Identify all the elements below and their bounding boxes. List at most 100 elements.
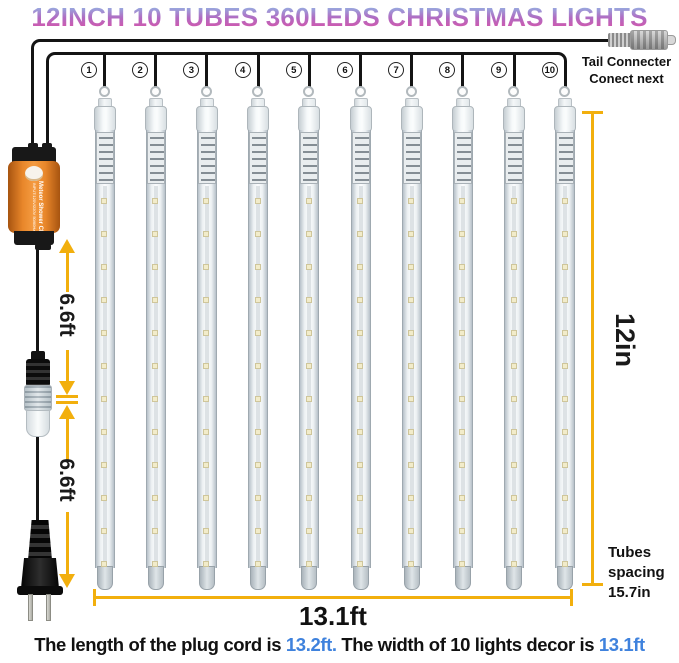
tube-bottom-tip	[454, 566, 471, 590]
led-dot	[101, 462, 107, 468]
cord-segment1-label: 6.6ft	[55, 293, 78, 337]
clear-connector-smooth	[26, 410, 50, 437]
led-dot	[561, 561, 568, 567]
led-dot	[561, 396, 568, 402]
led-dot	[152, 429, 159, 435]
led-dot	[305, 462, 312, 468]
led-dot	[561, 297, 568, 303]
led-dot	[510, 495, 517, 501]
led-strip	[409, 186, 414, 561]
tube-number-badge-9: 9	[490, 62, 507, 78]
tube-number-badge-1: 1	[81, 62, 97, 78]
led-dot	[357, 297, 363, 303]
tube-number-badge-10: 10	[541, 62, 558, 78]
led-dot	[101, 330, 107, 336]
light-tube-10	[553, 86, 577, 590]
led-dot	[459, 198, 466, 204]
led-dot	[357, 561, 363, 567]
led-strip	[307, 186, 312, 561]
tubes-spacing-line3: 15.7in	[608, 584, 651, 601]
led-dot	[459, 231, 466, 237]
led-dot	[254, 231, 261, 237]
measure2-arrow-up-icon	[59, 405, 75, 419]
led-dot	[357, 231, 363, 237]
adapter-mount-tab	[35, 244, 51, 250]
footer-seg1: The length of the plug cord is	[34, 634, 286, 655]
measure2-line-top	[66, 419, 69, 461]
light-tube-1	[93, 86, 117, 590]
led-dot	[254, 264, 261, 270]
measure1-line-top	[66, 252, 69, 292]
led-dot	[203, 198, 210, 204]
led-dot	[101, 561, 107, 567]
led-dot	[254, 561, 261, 567]
tubes-spacing-line1: Tubes	[608, 544, 652, 561]
led-dot	[305, 198, 312, 204]
led-dot	[152, 330, 159, 336]
led-dot	[203, 528, 210, 534]
tube-drop-wire-7	[410, 53, 414, 88]
led-dot	[510, 363, 517, 369]
led-dot	[357, 330, 363, 336]
led-dot	[203, 231, 210, 237]
led-strip	[358, 186, 363, 561]
tube-number-badge-4: 4	[234, 62, 251, 78]
tube-bottom-tip	[147, 566, 164, 590]
led-dot	[357, 264, 363, 270]
tube-bottom-tip	[403, 566, 420, 590]
adapter-spec-text: Meteor Shower CE INPUT:120V/220V 50/60Hz	[25, 181, 43, 235]
tube-spec-label	[95, 132, 114, 184]
led-dot	[101, 363, 107, 369]
measure2-start-tick	[56, 401, 78, 404]
led-dot	[357, 528, 363, 534]
led-dot	[459, 396, 466, 402]
light-tube-3	[195, 86, 219, 590]
led-dot	[510, 429, 517, 435]
tube-cap-collar	[554, 106, 577, 132]
hanging-ring-icon	[559, 86, 571, 97]
tube-drop-wire-2	[154, 53, 158, 88]
tube-number-badge-6: 6	[337, 62, 353, 78]
led-dot	[510, 198, 517, 204]
led-dot	[305, 561, 312, 567]
led-dot	[203, 429, 210, 435]
led-dot	[459, 330, 466, 336]
led-dot	[152, 561, 159, 567]
led-dot	[101, 528, 107, 534]
led-dot	[510, 528, 517, 534]
tube-bottom-tip	[198, 566, 215, 590]
led-dot	[510, 231, 517, 237]
tube-spec-label	[351, 132, 370, 184]
led-dot	[254, 363, 261, 369]
led-dot	[408, 528, 415, 534]
measure1-arrow-up-icon	[59, 239, 75, 253]
cord-connector-body	[26, 359, 50, 387]
led-dot	[254, 429, 261, 435]
connector-to-plug-cord	[36, 434, 39, 522]
measure2-arrow-down-icon	[59, 574, 75, 588]
led-dot	[305, 297, 312, 303]
led-dot	[254, 462, 261, 468]
led-dot	[561, 330, 568, 336]
width-line	[93, 596, 573, 599]
led-dot	[408, 297, 415, 303]
led-dot	[510, 330, 517, 336]
tail-connector-barrel	[630, 30, 668, 50]
tube-bottom-tip	[506, 566, 523, 590]
led-dot	[408, 462, 415, 468]
led-dot	[459, 363, 466, 369]
adapter-input-spec: INPUT:120V/220V 50/60Hz	[32, 182, 38, 232]
tail-connector-graphic	[606, 29, 678, 51]
clear-connector-ribbed	[24, 385, 52, 411]
led-dot	[459, 561, 466, 567]
light-tube-4	[246, 86, 270, 590]
led-strip	[563, 186, 568, 561]
led-dot	[408, 561, 415, 567]
tube-cap-collar	[144, 106, 167, 132]
light-tube-6	[349, 86, 373, 590]
adapter-brand-text: Meteor Shower CE	[37, 181, 43, 235]
outer-power-wire	[31, 39, 610, 151]
tube-number-badge-2: 2	[132, 62, 149, 78]
led-dot	[510, 297, 517, 303]
adapter-logo	[25, 166, 43, 181]
